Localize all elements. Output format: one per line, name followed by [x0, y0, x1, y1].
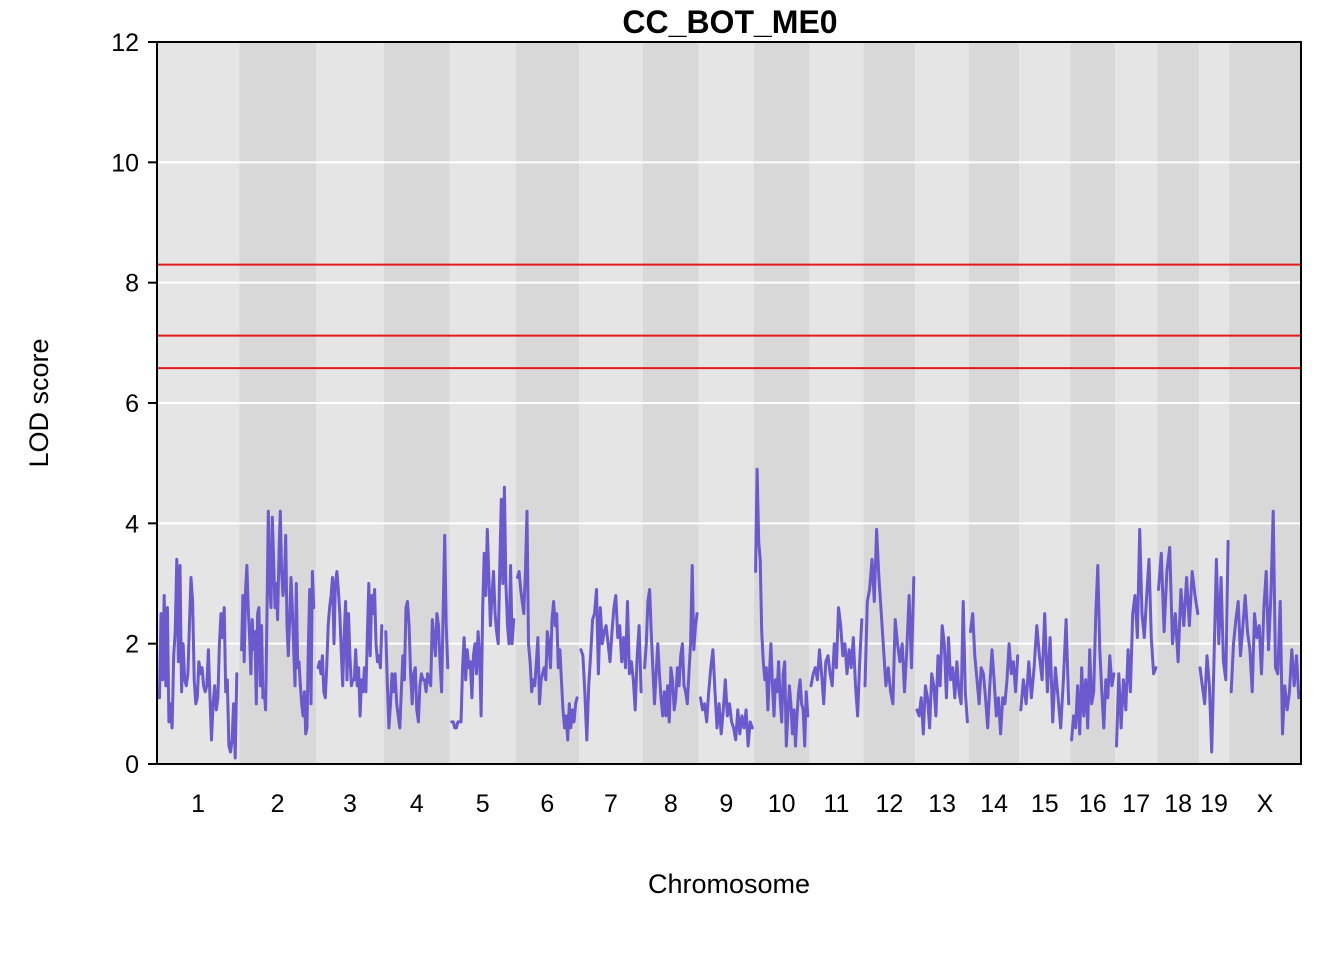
lod-segment-chr-5 [450, 485, 516, 730]
lod-segment-chr-8 [643, 564, 699, 724]
x-tick-label-8: 8 [664, 790, 678, 818]
x-tick-label-X: X [1257, 790, 1274, 818]
lod-segment-chr-1 [158, 557, 239, 760]
y-tick-label-2: 2 [125, 631, 139, 659]
x-tick-label-18: 18 [1164, 790, 1192, 818]
x-tick-label-19: 19 [1200, 790, 1228, 818]
y-tick-label-10: 10 [111, 149, 139, 177]
threshold-lines [157, 263, 1301, 370]
x-tick-label-2: 2 [271, 790, 285, 818]
y-axis: 0 2 4 6 8 10 12 [111, 29, 157, 779]
x-tick-label-3: 3 [343, 790, 357, 818]
x-axis: 1 2 3 4 5 6 7 8 9 10 11 12 13 14 15 16 17 18 19 X [191, 790, 1274, 818]
x-tick-label-16: 16 [1079, 790, 1107, 818]
x-tick-label-9: 9 [719, 790, 733, 818]
lod-segment-chr-9 [699, 648, 754, 748]
lod-segment-chr-4 [384, 533, 450, 730]
y-axis-label: LOD score [24, 338, 54, 467]
x-tick-label-17: 17 [1122, 790, 1150, 818]
y-tick-label-8: 8 [125, 270, 139, 298]
x-tick-label-15: 15 [1031, 790, 1059, 818]
x-tick-label-7: 7 [604, 790, 618, 818]
lod-segment-chr-15 [1019, 612, 1071, 730]
lod-segment-chr-18 [1157, 545, 1200, 664]
lod-segment-chr-14 [969, 612, 1020, 736]
lod-segment-chr-12 [863, 527, 916, 706]
x-tick-label-11: 11 [823, 790, 849, 818]
lod-segment-chr-16 [1070, 564, 1116, 742]
x-tick-label-10: 10 [768, 790, 796, 818]
lod-segment-chr-3 [316, 570, 384, 718]
y-tick-label-12: 12 [111, 29, 139, 57]
lod-segment-chr-X [1229, 509, 1301, 736]
lod-segment-chr-11 [809, 606, 864, 718]
x-tick-label-6: 6 [540, 790, 554, 818]
x-tick-label-12: 12 [875, 790, 903, 818]
x-axis-label: Chromosome [648, 869, 810, 899]
lod-segment-chr-2 [240, 509, 316, 736]
x-tick-label-1: 1 [191, 790, 205, 818]
chart-title: CC_BOT_ME0 [622, 4, 837, 40]
lod-segment-chr-7 [579, 588, 643, 742]
x-tick-label-5: 5 [476, 790, 490, 818]
lod-segment-chr-17 [1115, 527, 1158, 748]
lod-segment-chr-13 [915, 600, 969, 736]
x-tick-label-4: 4 [410, 790, 424, 818]
x-tick-label-13: 13 [928, 790, 956, 818]
lod-segment-chr-10 [754, 467, 810, 748]
y-tick-label-6: 6 [125, 390, 139, 418]
lod-curve [158, 467, 1301, 760]
y-tick-label-4: 4 [125, 510, 139, 538]
lod-segment-chr-6 [516, 509, 579, 742]
y-tick-label-0: 0 [125, 751, 139, 779]
lod-segment-chr-19 [1198, 539, 1230, 754]
x-tick-label-14: 14 [980, 790, 1008, 818]
